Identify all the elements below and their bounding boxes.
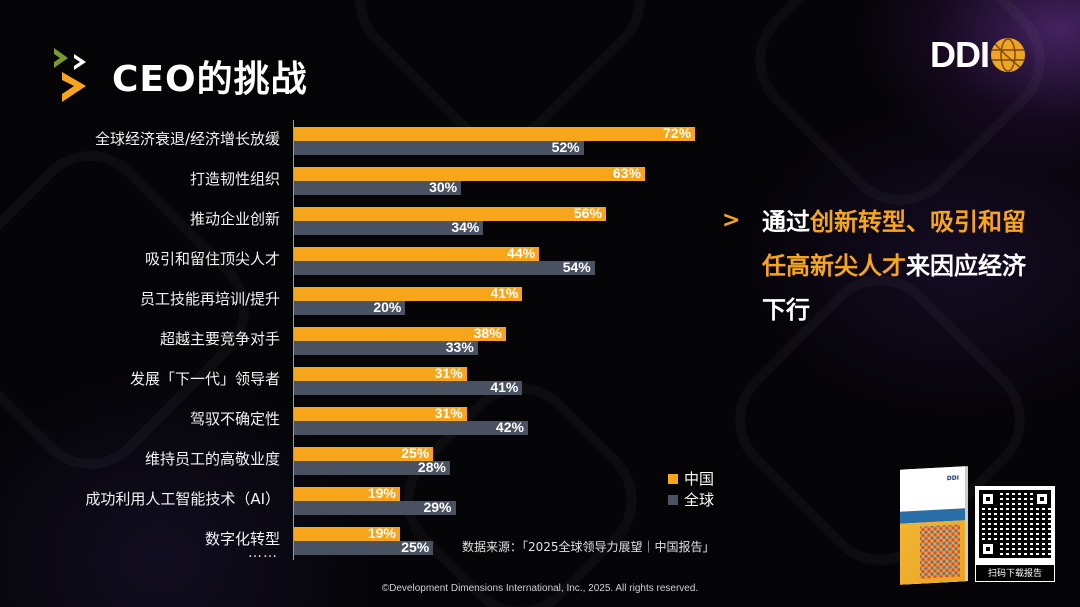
legend-swatch-global — [668, 494, 678, 505]
category-label: 推动企业创新 — [189, 210, 280, 228]
chart-row: 成功利用人工智能技术（AI） 19% 29% — [0, 480, 720, 520]
report-cover-image: DDI — [900, 466, 965, 585]
bar-value-label: 19% — [367, 485, 396, 501]
bar-global: 25% — [294, 539, 434, 555]
legend-label: 全球 — [684, 491, 715, 509]
legend-swatch-china — [668, 473, 678, 484]
qr-caption: 扫码下载报告 — [975, 564, 1055, 582]
category-label: 发展「下一代」领导者 — [129, 370, 280, 388]
bar-value-label: 25% — [401, 445, 430, 461]
page-title: CEO的挑战 — [112, 59, 308, 100]
chart-row: 员工技能再培训/提升 41% 20% — [0, 280, 720, 320]
data-source-note: 数据来源：「2025全球领导力展望｜中国报告」 — [462, 540, 715, 554]
chevron-right-icon: > — [722, 208, 741, 233]
bar-value-label: 56% — [573, 205, 602, 221]
legend-item-china: 中国 — [668, 468, 714, 489]
chart-row: 全球经济衰退/经济增长放缓 72% 52% — [0, 120, 720, 160]
qr-code-card[interactable]: 扫码下载报告 — [975, 486, 1055, 582]
chart-row: 驾驭不确定性 31% 42% — [0, 400, 720, 440]
category-label: 员工技能再培训/提升 — [139, 290, 280, 308]
category-label: 打造韧性组织 — [189, 170, 280, 188]
bar-value-label: 34% — [451, 219, 480, 235]
category-label: 超越主要竞争对手 — [159, 330, 280, 348]
bar-value-label: 41% — [490, 379, 519, 395]
book-logo: DDI — [946, 474, 959, 483]
logo-text: DDI — [930, 34, 990, 75]
bar-value-label: 63% — [612, 165, 641, 181]
bar-value-label: 72% — [663, 125, 692, 141]
bar-value-label: 30% — [429, 179, 458, 195]
y-axis-line — [293, 120, 294, 560]
chart-legend: 中国 全球 — [668, 468, 714, 510]
bar-global: 42% — [294, 419, 528, 435]
bar-global: 20% — [294, 299, 406, 315]
qr-code-icon[interactable] — [979, 490, 1051, 558]
category-label: 维持员工的高敬业度 — [144, 450, 280, 468]
bar-value-label: 44% — [507, 245, 536, 261]
bar-china: 19% — [294, 525, 400, 541]
category-label: 吸引和留住顶尖人才 — [144, 250, 280, 268]
bar-global: 41% — [294, 379, 523, 395]
callout-segment: 通过 — [762, 208, 810, 236]
bar-china: 63% — [294, 165, 645, 181]
bar-china: 31% — [294, 365, 467, 381]
bar-china: 56% — [294, 205, 606, 221]
chevrons-icon — [52, 46, 100, 106]
category-label: 数字化转型 — [204, 530, 280, 548]
bar-global: 33% — [294, 339, 478, 355]
bar-value-label: 42% — [495, 419, 524, 435]
bar-value-label: 41% — [490, 285, 519, 301]
category-label: 全球经济衰退/经济增长放缓 — [94, 130, 280, 148]
bar-value-label: 54% — [562, 259, 591, 275]
bar-value-label: 33% — [445, 339, 474, 355]
bar-value-label: 20% — [373, 299, 402, 315]
bar-global: 52% — [294, 139, 584, 155]
bar-china: 44% — [294, 245, 540, 261]
category-label: 成功利用人工智能技术（AI） — [85, 490, 280, 508]
bar-china: 31% — [294, 405, 467, 421]
book-graphic — [920, 524, 960, 579]
bar-global: 28% — [294, 459, 450, 475]
bar-global: 30% — [294, 179, 462, 195]
bar-china: 19% — [294, 485, 400, 501]
bar-value-label: 29% — [423, 499, 452, 515]
category-label: 驾驭不确定性 — [189, 410, 280, 428]
chart-row: 发展「下一代」领导者 31% 41% — [0, 360, 720, 400]
bar-value-label: 31% — [434, 405, 463, 421]
callout-segment: 来因应经济下行 — [762, 252, 1026, 324]
chart-row: 超越主要竞争对手 38% 33% — [0, 320, 720, 360]
chart-row: 维持员工的高敬业度 25% 28% — [0, 440, 720, 480]
ddi-logo: DDI — [930, 34, 1025, 76]
legend-item-global: 全球 — [668, 489, 714, 510]
bar-china: 41% — [294, 285, 523, 301]
bar-value-label: 28% — [417, 459, 446, 475]
copyright-footer: ©Development Dimensions International, I… — [381, 583, 699, 594]
bar-global: 34% — [294, 219, 484, 235]
bar-global: 54% — [294, 259, 595, 275]
chart-row: 数字化转型 19% 25% — [0, 520, 720, 560]
legend-label: 中国 — [684, 470, 715, 488]
bar-china: 38% — [294, 325, 506, 341]
globe-icon — [991, 38, 1025, 72]
bar-china: 72% — [294, 125, 696, 141]
bar-value-label: 52% — [551, 139, 580, 155]
more-categories-ellipsis: …… — [248, 545, 278, 561]
chart-row: 吸引和留住顶尖人才 44% 54% — [0, 240, 720, 280]
callout-text: 通过创新转型、吸引和留任高新尖人才来因应经济下行 — [762, 200, 1042, 332]
chart-row: 推动企业创新 56% 34% — [0, 200, 720, 240]
bar-global: 29% — [294, 499, 456, 515]
bar-value-label: 38% — [473, 325, 502, 341]
bar-china: 25% — [294, 445, 434, 461]
bar-value-label: 31% — [434, 365, 463, 381]
bar-value-label: 25% — [401, 539, 430, 555]
chart-row: 打造韧性组织 63% 30% — [0, 160, 720, 200]
callout-highlight: 创新转型、吸引和留任高新尖人才 — [762, 208, 1026, 280]
title-block: CEO的挑战 — [52, 46, 308, 106]
bar-chart: 全球经济衰退/经济增长放缓 72% 52% 打造韧性组织 63% 30% 推动企业创新 56%… — [0, 120, 720, 560]
bar-value-label: 19% — [367, 525, 396, 541]
